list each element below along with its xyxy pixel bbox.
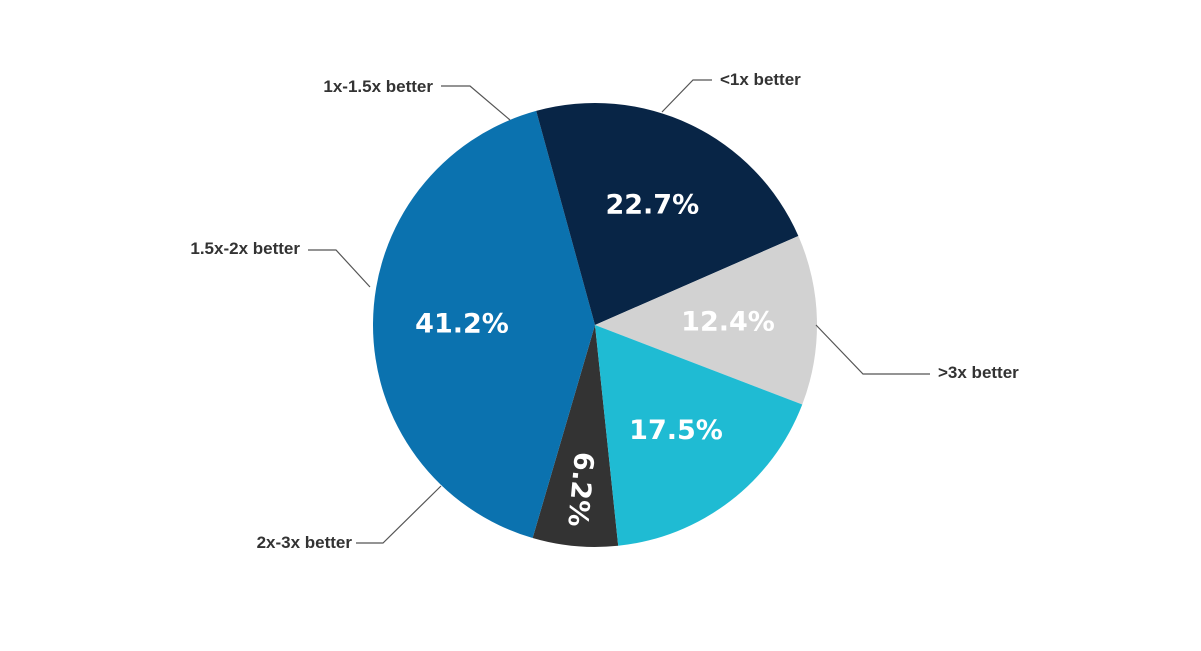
category-labels-layer: <1x better >3x better 2x-3x better 1.5x-2x … (190, 70, 1019, 552)
percent-label-2x-3x-better: 22.7% (605, 190, 699, 221)
leader-line-1x-1-5x-better (441, 85, 511, 121)
percent-labels-layer: 6.2% 41.2% 22.7% 12.4% 17.5% (415, 190, 775, 528)
percent-label-1x-1-5x-better: 17.5% (629, 415, 723, 446)
leader-line-lt-1x-better (661, 79, 712, 113)
leader-line-gt-3x-better (815, 324, 930, 375)
category-label-1x-1-5x-better: 1x-1.5x better (323, 77, 433, 96)
leaders-layer (308, 79, 930, 544)
slices-layer (372, 103, 817, 547)
category-label-1-5x-2x-better: 1.5x-2x better (190, 239, 300, 258)
category-label-gt-3x-better: >3x better (938, 363, 1019, 382)
leader-line-1-5x-2x-better (308, 249, 371, 288)
leader-line-2x-3x-better (356, 485, 442, 544)
pie-slice-1-5x-2x-better (595, 235, 817, 405)
percent-label-gt-3x-better: 41.2% (415, 308, 509, 339)
category-label-lt-1x-better: <1x better (720, 70, 801, 89)
percent-label-1-5x-2x-better: 12.4% (681, 306, 775, 337)
pie-slice-lt-1x-better (532, 325, 619, 547)
pie-slice-2x-3x-better (536, 103, 799, 325)
pie-slice-gt-3x-better (372, 110, 595, 539)
category-label-2x-3x-better: 2x-3x better (257, 533, 353, 552)
percent-label-lt-1x-better: 6.2% (561, 451, 599, 528)
pie-slice-1x-1-5x-better (595, 325, 803, 546)
